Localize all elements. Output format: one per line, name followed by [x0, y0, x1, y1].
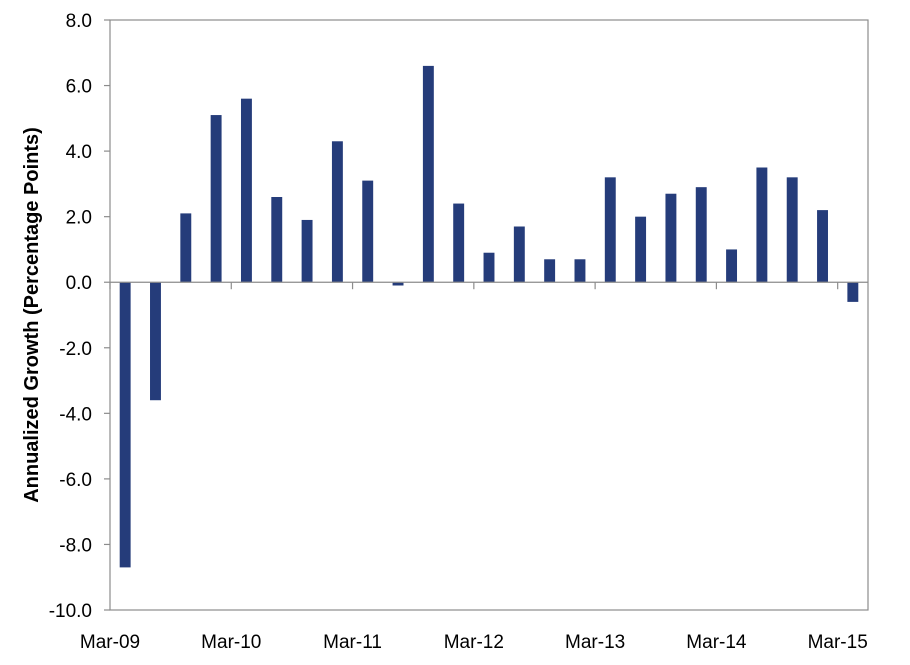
plot-frame	[109, 19, 869, 611]
bar-Mar-13	[604, 177, 616, 283]
bar-Dec-10	[331, 141, 343, 283]
bar-Dec-14	[817, 210, 828, 283]
y-tick-label: -6.0	[59, 470, 92, 491]
y-tick-label: -2.0	[59, 339, 92, 360]
y-tick-labels: 8.0 6.0 4.0 2.0 0.0 -2.0 -4.0 -6.0 -8.0 -10.0	[49, 11, 92, 622]
bar-Dec-09	[210, 115, 222, 283]
bar-Jun-13	[635, 216, 647, 283]
y-tick-label: 6.0	[66, 77, 92, 98]
bar-Sep-10	[301, 219, 313, 283]
bar-Sep-11	[422, 65, 434, 283]
x-tick-label: Mar-12	[444, 632, 504, 653]
bar-Jun-11	[392, 282, 404, 286]
x-tick-label: Mar-11	[323, 632, 382, 653]
bar-Mar-11	[362, 180, 374, 283]
bar-Sep-09	[180, 213, 192, 283]
x-tick-label: Mar-09	[80, 632, 140, 653]
bar-Mar-15	[847, 282, 859, 302]
bar-Sep-14	[786, 177, 798, 283]
y-tick-label: -4.0	[59, 404, 92, 425]
y-tick-label: 8.0	[66, 11, 92, 32]
x-tick-label: Mar-14	[686, 632, 747, 653]
bar-Jun-09	[150, 282, 161, 401]
x-tick-labels: Mar-09 Mar-10 Mar-11 Mar-12 Mar-13 Mar-14 Mar-…	[80, 632, 868, 653]
y-tick-label: 4.0	[66, 142, 92, 163]
bar-Mar-10	[240, 98, 252, 283]
bar-Mar-14	[726, 249, 738, 283]
x-tick-label: Mar-13	[565, 632, 625, 653]
bar-Mar-12	[483, 252, 495, 283]
y-tick-label: -10.0	[49, 601, 92, 622]
y-tick-label: 2.0	[66, 208, 92, 229]
bar-Jun-12	[513, 226, 525, 283]
y-tick-label: 0.0	[66, 273, 92, 294]
y-tick-label: -8.0	[59, 535, 92, 556]
bar-Dec-13	[695, 187, 707, 283]
x-tick-label: Mar-15	[808, 632, 868, 653]
bar-Jun-10	[271, 197, 283, 283]
bar-Mar-09	[119, 282, 131, 568]
bar-Dec-11	[453, 203, 465, 283]
axis-layer	[104, 19, 868, 611]
y-axis-title: Annualized Growth (Percentage Points)	[21, 127, 43, 503]
bar-Sep-13	[665, 193, 677, 283]
bars-layer	[119, 65, 859, 568]
bar-Dec-12	[574, 259, 586, 283]
bar-Sep-12	[544, 259, 556, 283]
x-tick-label: Mar-10	[201, 632, 261, 653]
bar-Jun-14	[756, 167, 768, 283]
